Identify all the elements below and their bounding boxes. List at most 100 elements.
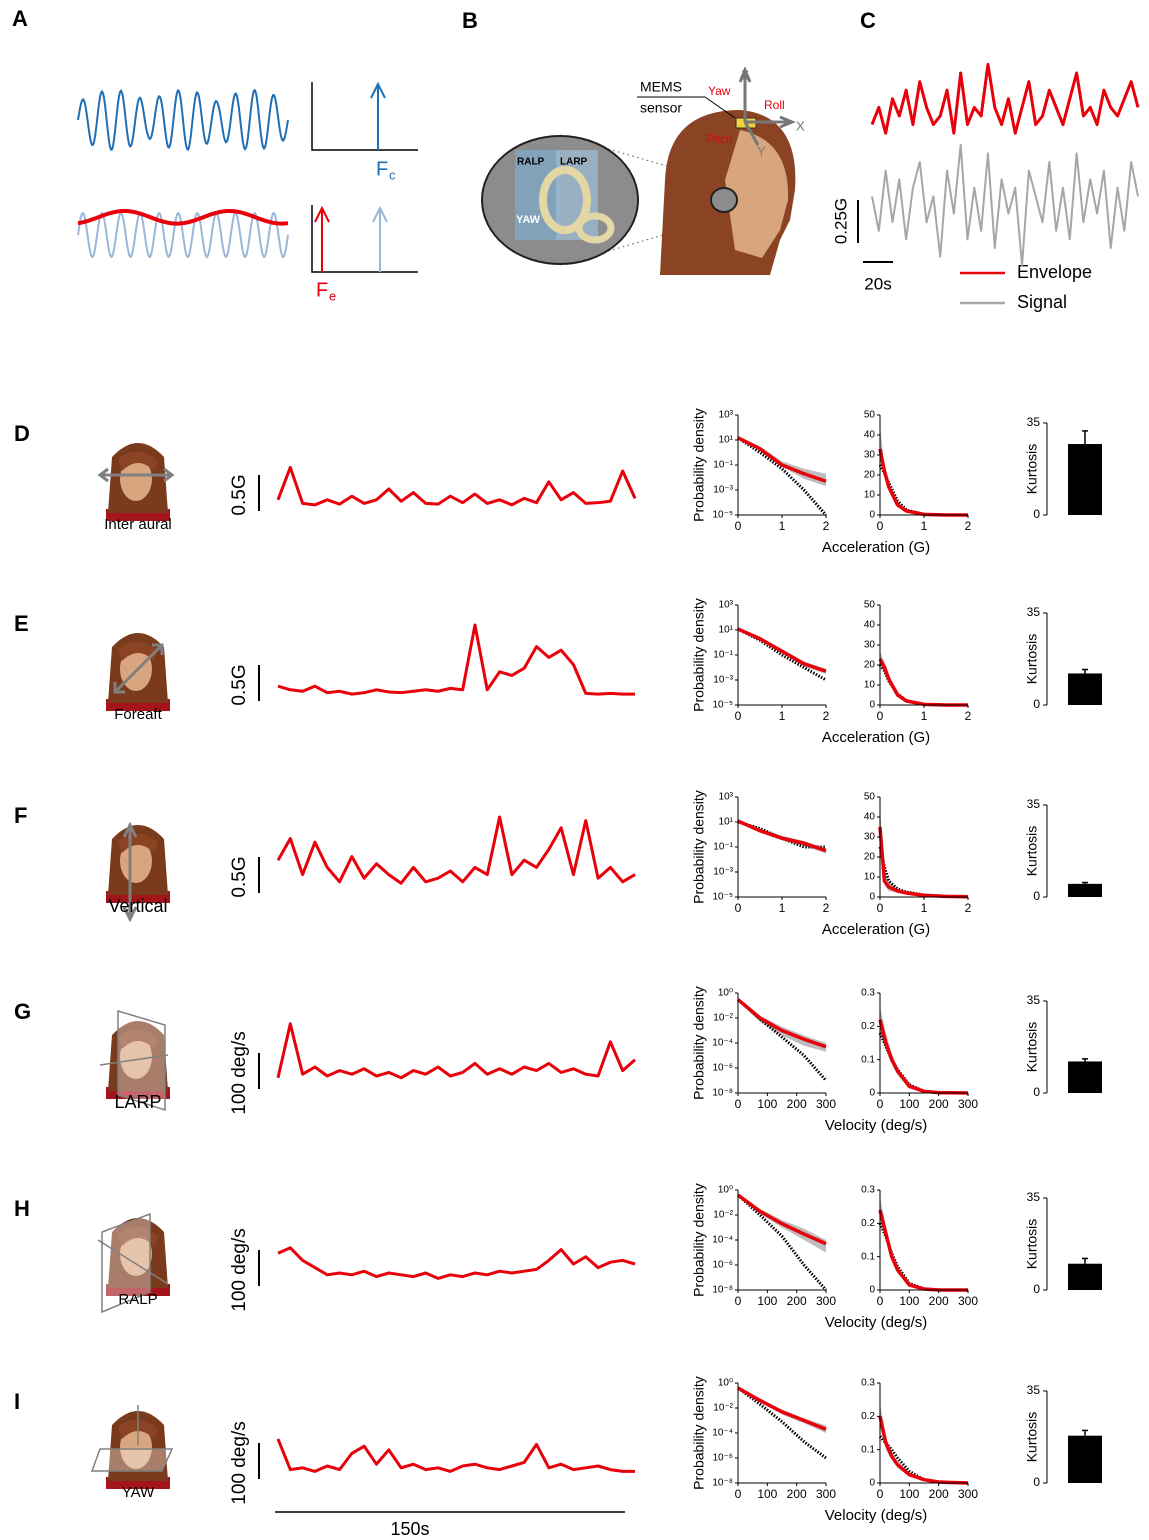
y-tick-label: 0.1 [861, 1251, 875, 1262]
bar [1068, 883, 1102, 897]
x-tick-label: 0 [877, 519, 884, 533]
x-tick-label: 300 [816, 1294, 836, 1308]
ear-marker [710, 187, 738, 213]
carrier-label: F [376, 158, 388, 180]
scale-label: 0.5G [229, 856, 250, 897]
x-tick-label: 0 [735, 709, 742, 723]
y-tick-label: 10¹ [719, 625, 734, 636]
data-line [737, 819, 827, 853]
trace [276, 465, 637, 507]
panel-label: D [14, 421, 30, 446]
y-tick-label: 10⁰ [718, 1378, 733, 1389]
y-tick-label: 0 [1033, 697, 1040, 711]
panel-label: F [14, 803, 27, 828]
x-tick-label: 1 [921, 519, 928, 533]
x-axis-label: Acceleration (G) [822, 921, 930, 938]
y-tick-label: 50 [864, 600, 876, 611]
x-tick-label: 1 [779, 901, 786, 915]
bar [1068, 444, 1102, 515]
y-tick-label: 10¹ [719, 817, 734, 828]
y-tick-label: 40 [864, 812, 876, 823]
x-tick-label: 100 [757, 1097, 777, 1111]
data-line [737, 1386, 827, 1431]
panel-label: E [14, 611, 29, 636]
pointer-line [637, 96, 736, 119]
x-tick-label: 2 [823, 901, 830, 915]
scale-label: 100 deg/s [229, 1031, 250, 1114]
y-axis-label: Kurtosis [1024, 826, 1040, 877]
canal-label: RALP [517, 157, 545, 168]
x-tick-label: 100 [899, 1097, 919, 1111]
x-tick-label: 2 [965, 901, 972, 915]
x-tick-label: 2 [965, 709, 972, 723]
y-tick-label: 10⁻⁸ [712, 1285, 733, 1296]
y-tick-label: 10⁰ [718, 1185, 733, 1196]
fit-line [737, 998, 828, 1082]
head-label: LARP [114, 1092, 161, 1112]
y-tick-label: 10⁰ [718, 988, 733, 999]
y-tick-label: 10³ [719, 792, 734, 803]
y-axis-label: Probability density [691, 408, 707, 522]
y-tick-label: 20 [864, 470, 876, 481]
time-scale-label: 20s [864, 274, 891, 293]
motion-arrow [97, 1212, 169, 1314]
y-tick-label: 30 [864, 640, 876, 651]
trace [276, 815, 636, 885]
bar [1068, 673, 1102, 705]
head-label: RALP [118, 1291, 157, 1308]
y-axis-label: Kurtosis [1024, 444, 1040, 495]
y-tick-label: 40 [864, 620, 876, 631]
y-tick-label: 10⁻⁶ [712, 1260, 733, 1271]
x-tick-label: 200 [929, 1294, 949, 1308]
carrier-wave [77, 88, 289, 152]
x-axis-label: Velocity (deg/s) [825, 1507, 928, 1524]
y-tick-label: 35 [1027, 797, 1041, 811]
data-line [878, 1019, 969, 1095]
data-line [878, 1209, 968, 1292]
y-tick-label: 10⁻⁸ [712, 1088, 733, 1099]
x-tick-label: 300 [958, 1294, 978, 1308]
spread-band [880, 1006, 968, 1093]
x-tick-label: 0 [877, 1097, 884, 1111]
y-tick-label: 0.3 [861, 1378, 875, 1389]
x-tick-label: 200 [787, 1097, 807, 1111]
trace [277, 1246, 636, 1280]
spread-band [880, 1403, 968, 1483]
axis-label: Z [741, 67, 749, 82]
y-tick-label: 0.3 [861, 988, 875, 999]
y-axis-label: Probability density [691, 598, 707, 712]
scale-label: 0.5G [229, 474, 250, 515]
motion-arrow [113, 643, 164, 694]
panel-label: A [12, 6, 28, 31]
x-tick-label: 300 [816, 1097, 836, 1111]
bar [1068, 1061, 1102, 1093]
envelope-sub: e [329, 288, 336, 303]
face [725, 130, 789, 258]
x-tick-label: 0 [735, 1487, 742, 1501]
y-tick-label: 0 [1033, 507, 1040, 521]
x-tick-label: 200 [787, 1294, 807, 1308]
motion-arrow [90, 1405, 174, 1472]
legend-label: Envelope [1017, 262, 1092, 282]
canal-label: YAW [516, 214, 541, 226]
trace [276, 1438, 635, 1473]
motion-arrow [99, 1009, 169, 1112]
axis-label: Y [757, 143, 766, 158]
y-tick-label: 0 [869, 1285, 875, 1296]
data-line [878, 448, 968, 517]
y-tick-label: 10¹ [719, 435, 734, 446]
y-axis-label: Kurtosis [1024, 1219, 1040, 1270]
y-tick-label: 0 [869, 1478, 875, 1489]
y-tick-label: 50 [864, 410, 876, 421]
y-tick-label: 40 [864, 430, 876, 441]
data-line [878, 658, 968, 707]
y-tick-label: 35 [1027, 1383, 1041, 1397]
x-tick-label: 2 [823, 709, 830, 723]
y-tick-label: 10⁻² [713, 1013, 733, 1024]
x-tick-label: 1 [921, 709, 928, 723]
sensor-label: MEMS [640, 79, 682, 95]
head-label: Inter aural [104, 516, 172, 533]
y-tick-label: 0 [869, 892, 875, 903]
y-tick-label: 10 [864, 872, 876, 883]
